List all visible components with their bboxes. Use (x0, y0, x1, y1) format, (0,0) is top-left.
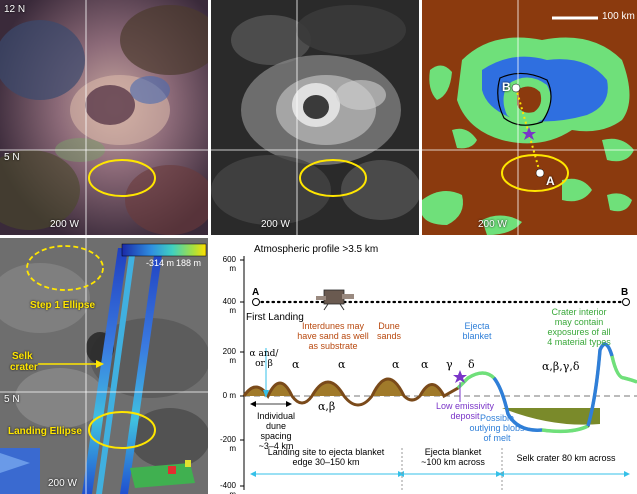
alpha-beta-label-low: α,β (318, 400, 336, 413)
landing-site-line-2: edge 30–150 km (292, 456, 360, 467)
crater-interior-line-2: may contain (554, 316, 604, 327)
crater-interior-label: Crater interior may contain exposures of… (534, 307, 624, 348)
y-tick-400: 400 m (222, 297, 236, 315)
gamma-label: γ (446, 358, 453, 371)
selk-width-label: Selk crater 80 km across (516, 453, 616, 463)
crater-interior-line-1: Crater interior (551, 307, 607, 317)
alpha-beta-line-1: α and/ (249, 349, 279, 359)
latitude-label-5n: 5 N (4, 394, 20, 405)
point-b-label: B (502, 80, 511, 94)
ejecta-label: Ejecta blanket (456, 321, 498, 342)
dune-spacing-label: Individual dune spacing ~3–4 km (250, 411, 302, 452)
dune-sands-label: Dune sands (372, 321, 406, 342)
crater-interior-line-4: 4 material types (547, 336, 611, 347)
dune-spacing-line-2: dune spacing (260, 420, 292, 441)
point-b-label: B (621, 287, 629, 298)
radar-image-panel: -314 m 188 m Step 1 Ellipse Selk crater … (0, 238, 208, 494)
y-tick-600: 600 m (222, 255, 236, 273)
interdunes-line-2: have sand as well (297, 330, 369, 341)
colorbar-high-label: 188 m (176, 258, 202, 268)
alpha-label-2: α (338, 358, 346, 371)
dune-spacing-line-3: ~3–4 km (258, 440, 294, 451)
dune-sands-line-2: sands (376, 330, 402, 341)
radar-image (0, 238, 208, 494)
crater-label: crater (10, 362, 38, 373)
latitude-label-12n: 12 N (4, 4, 26, 15)
outlying-line-3: of melt (483, 432, 511, 443)
point-a-label: A (252, 287, 260, 298)
false-color-image (0, 0, 208, 235)
alpha-beta-label-top: α and/ or β (248, 349, 280, 370)
point-a-label: A (546, 174, 555, 188)
latitude-label-5n: 5 N (4, 152, 20, 163)
ejecta-line-1: Ejecta (464, 321, 490, 331)
alpha-beta-line-2: or β (255, 358, 273, 369)
low-emissivity-label: Low emissivity deposit (430, 401, 500, 422)
y-tick-200: 200 m (222, 347, 236, 365)
first-landing-label: First Landing (246, 312, 304, 323)
grayscale-image (211, 0, 419, 235)
longitude-label: 200 W (50, 219, 79, 230)
interdunes-label: Interdunes may have sand as well as subs… (294, 321, 372, 352)
step1-ellipse-label: Step 1 Ellipse (30, 300, 96, 311)
all-types-label: α,β,γ,δ (542, 360, 580, 373)
y-tick-minus400: -400 m (219, 481, 236, 494)
ejecta-width-label: Ejecta blanket ~100 km across (406, 447, 500, 468)
profile-diagram (240, 256, 637, 490)
ejecta-width-line-2: ~100 km across (421, 456, 485, 467)
low-emissivity-line-2: deposit (450, 410, 480, 421)
alpha-label-4: α (421, 358, 429, 371)
false-color-image-panel: 12 N 5 N 200 W (0, 0, 208, 235)
profile-title: Atmospheric profile >3.5 km (254, 244, 379, 255)
y-tick-0: 0 m (222, 391, 236, 400)
terrain-map-panel: 100 km 200 W B A (422, 0, 637, 235)
dune-spacing-line-1: Individual (256, 411, 296, 421)
interdunes-line-3: as substrate (308, 340, 358, 351)
outlying-line-1: Possible (479, 413, 515, 423)
colorbar-low-label: -314 m (146, 258, 175, 268)
y-tick-minus200: -200 m (219, 435, 236, 453)
ejecta-line-2: blanket (462, 330, 492, 341)
longitude-label: 200 W (48, 478, 77, 489)
grayscale-image-panel: 200 W (211, 0, 419, 235)
landing-ellipse-label: Landing Ellipse (8, 426, 82, 437)
crater-interior-line-3: exposures of all (547, 326, 611, 337)
interdunes-line-1: Interdunes may (301, 321, 365, 331)
scale-bar-label: 100 km (602, 11, 635, 22)
selk-label: Selk (12, 351, 33, 362)
delta-label: δ (468, 358, 475, 371)
profile-diagram-panel: Atmospheric profile >3.5 km 600 m 400 m … (212, 238, 637, 494)
longitude-label: 200 W (478, 219, 507, 230)
longitude-label: 200 W (261, 219, 290, 230)
lander-icon (316, 289, 354, 311)
outlying-blobs-label: Possible outlying blobs of melt (458, 413, 536, 444)
outlying-line-2: outlying blobs (469, 422, 525, 433)
alpha-label-3: α (392, 358, 400, 371)
dune-sands-line-1: Dune (378, 321, 400, 331)
landing-site-line-1: Landing site to ejecta blanket (267, 447, 385, 457)
ejecta-width-line-1: Ejecta blanket (424, 447, 482, 457)
alpha-label-1: α (292, 358, 300, 371)
terrain-map (422, 0, 637, 235)
low-emissivity-line-1: Low emissivity (435, 401, 494, 411)
landing-site-distance-label: Landing site to ejecta blanket edge 30–1… (252, 447, 400, 468)
